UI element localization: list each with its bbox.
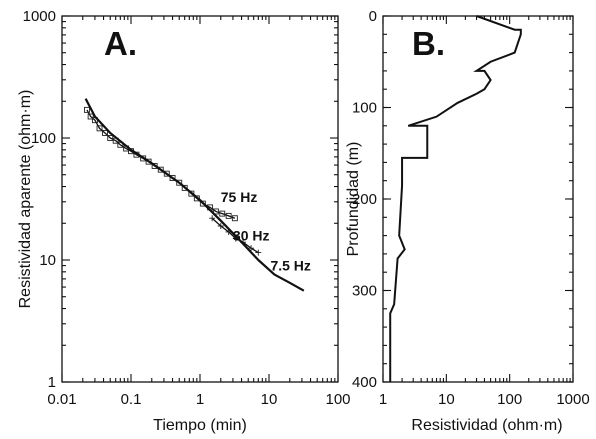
data-point-75hz	[199, 200, 206, 207]
panel-b-x-tick-label: 100	[497, 391, 522, 408]
series-label: 75 Hz	[221, 189, 258, 205]
data-point-30hz	[209, 215, 216, 222]
panel-a-y-tick-label: 1	[48, 374, 56, 391]
panel-a-x-tick-label: 1	[196, 391, 204, 408]
panel-a-x-tick-label: 0.1	[121, 391, 142, 408]
series-line-0	[86, 109, 236, 219]
panel-a-x-axis-title: Tiempo (min)	[153, 417, 247, 434]
panel-a-x-tick-label: 10	[261, 391, 278, 408]
panel-a-y-tick-label: 10	[39, 252, 56, 269]
panel-b-y-tick-label: 400	[352, 374, 377, 391]
data-point-75hz	[231, 215, 238, 222]
panel-b-x-tick-label: 1000	[556, 391, 589, 408]
panel-b-y-tick-label: 0	[369, 8, 377, 25]
data-point-75hz	[84, 106, 90, 113]
panel-b-ticks: 1 10 100 1000 0 100 200 300 400	[352, 8, 590, 408]
series-line-7-5hz	[84, 98, 305, 292]
panel-a-y-axis-title: Resistividad aparente (ohm·m)	[17, 90, 34, 309]
series-label: 30 Hz	[233, 227, 270, 243]
panel-a-chart: A. 0.01 0.1 1 10 100 1 10 100 1000 75 Hz 30 Hz7.5…	[17, 8, 351, 434]
panel-b-x-tick-label: 10	[438, 391, 455, 408]
panel-a-series	[84, 98, 305, 292]
panel-b-x-axis-title: Resistividad (ohm·m)	[411, 417, 562, 434]
data-point-30hz	[217, 222, 224, 229]
resistivity-depth-profile	[389, 15, 522, 382]
data-point-75hz	[87, 113, 94, 120]
data-point-75hz	[176, 179, 183, 186]
series-label: 7.5 Hz	[270, 258, 310, 274]
data-point-75hz	[107, 135, 114, 141]
panel-a-y-tick-label: 100	[31, 130, 56, 147]
data-point-75hz	[157, 166, 164, 173]
data-point-30hz	[255, 249, 262, 256]
data-point-30hz	[248, 245, 255, 252]
data-point-75hz	[169, 175, 176, 181]
panel-b-label: B.	[412, 25, 445, 62]
panel-a-label: A.	[104, 25, 137, 62]
panel-b-y-tick-label: 300	[352, 283, 377, 300]
data-point-75hz	[96, 125, 103, 132]
panel-b-y-tick-label: 200	[352, 191, 377, 208]
panel-b-y-axis-title: Profundidad (m)	[345, 142, 362, 257]
panel-a-x-tick-label: 0.01	[47, 391, 76, 408]
data-point-75hz	[102, 130, 108, 136]
data-point-75hz	[181, 184, 188, 191]
panel-b-y-tick-label: 100	[352, 100, 377, 117]
data-point-75hz	[219, 210, 226, 217]
data-point-75hz	[225, 212, 232, 219]
data-point-75hz	[163, 170, 170, 177]
panel-b-x-tick-label: 1	[379, 391, 387, 408]
panel-a-series-labels: 75 Hz 30 Hz7.5 Hz	[221, 189, 311, 274]
panel-b-chart: B. 1 10 100 1000 0 100 200 300 400 Resistividad …	[345, 8, 590, 434]
data-point-75hz	[212, 208, 219, 215]
panel-b-series	[389, 15, 522, 382]
panel-a-y-tick-label: 1000	[23, 8, 56, 25]
panel-a-ticks: 0.01 0.1 1 10 100 1 10 100 1000	[23, 8, 351, 408]
panel-a-x-tick-label: 100	[325, 391, 350, 408]
